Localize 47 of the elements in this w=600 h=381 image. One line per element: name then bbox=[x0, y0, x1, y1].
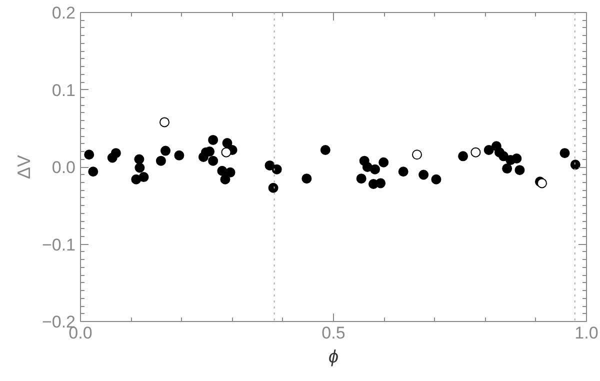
point bbox=[138, 172, 149, 182]
point bbox=[412, 150, 422, 160]
x-axis-title: ϕ bbox=[328, 346, 339, 366]
point bbox=[470, 147, 481, 158]
point bbox=[376, 178, 386, 188]
point bbox=[134, 162, 145, 173]
point bbox=[208, 156, 218, 166]
point bbox=[88, 166, 98, 177]
point bbox=[222, 138, 232, 148]
point bbox=[110, 148, 121, 158]
point bbox=[221, 147, 232, 158]
point bbox=[131, 174, 142, 184]
point bbox=[431, 174, 442, 184]
point bbox=[378, 157, 389, 168]
point bbox=[208, 134, 218, 145]
point bbox=[514, 165, 525, 176]
point bbox=[220, 174, 230, 184]
point bbox=[156, 156, 166, 166]
point bbox=[302, 174, 312, 184]
point bbox=[398, 166, 408, 177]
point bbox=[484, 145, 494, 155]
point bbox=[560, 148, 570, 158]
point bbox=[225, 167, 236, 178]
y-axis-title: ΔV bbox=[14, 154, 34, 180]
point bbox=[418, 170, 429, 180]
point bbox=[272, 164, 282, 174]
point bbox=[502, 164, 512, 174]
y-tick-label: 0.2 bbox=[52, 4, 76, 22]
point bbox=[512, 154, 522, 164]
point bbox=[362, 162, 372, 172]
point bbox=[134, 154, 144, 164]
point bbox=[356, 174, 366, 184]
point bbox=[160, 146, 171, 156]
x-tick-label: 0.5 bbox=[322, 324, 346, 342]
point bbox=[570, 160, 580, 170]
point bbox=[320, 145, 330, 155]
point bbox=[458, 151, 468, 162]
x-tick-label: 1.0 bbox=[574, 324, 598, 342]
point bbox=[370, 164, 380, 174]
point bbox=[84, 150, 94, 160]
point bbox=[159, 117, 170, 128]
point bbox=[174, 150, 184, 160]
point bbox=[264, 160, 275, 170]
y-tick-label: 0.0 bbox=[52, 158, 76, 177]
y-tick-label: −0.1 bbox=[42, 235, 76, 254]
point bbox=[268, 182, 278, 193]
y-tick-label: 0.1 bbox=[52, 80, 76, 100]
